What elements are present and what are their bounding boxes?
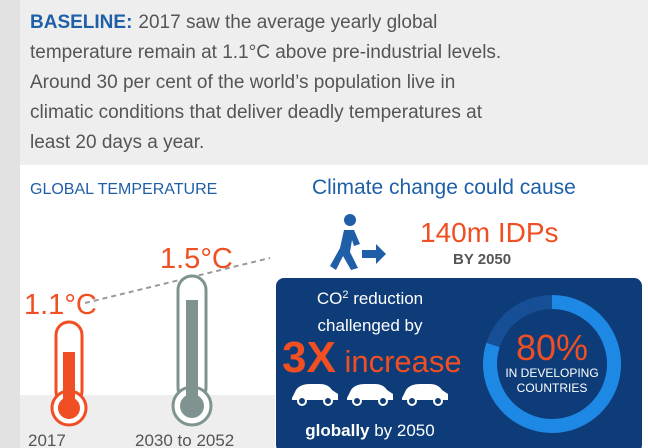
car-icons	[292, 384, 448, 406]
factor-line: 3X increase	[282, 333, 462, 382]
factor-word: increase	[336, 344, 462, 379]
scope-line: globally by 2050	[305, 421, 434, 440]
future-label: 2030 to 2052	[135, 431, 234, 448]
future-value: 1.5°C	[160, 243, 233, 275]
baseline-text: 2017 saw the average yearly global	[138, 12, 437, 33]
trend-line	[84, 257, 271, 304]
co2-sup: 2	[342, 289, 348, 301]
baseline-lead: BASELINE:	[30, 12, 132, 33]
baseline-panel	[0, 0, 648, 165]
co2-panel	[276, 278, 642, 448]
displacement-when: BY 2050	[453, 251, 511, 268]
side-strip	[0, 0, 20, 448]
baseline-text: least 20 days a year.	[30, 132, 204, 153]
walking-icon	[330, 214, 386, 270]
baseline-text: temperature remain at 1.1°C above pre-in…	[30, 42, 501, 63]
displacement-value: 140m IDPs	[420, 217, 559, 248]
factor: 3X	[282, 333, 336, 382]
now-value: 1.1°C	[24, 289, 97, 321]
thermometer-future	[171, 274, 213, 427]
baseline-line: BASELINE: 2017 saw the average yearly glo…	[30, 12, 437, 33]
displacement-title: Climate change could cause	[312, 176, 576, 199]
share: 80%	[516, 327, 588, 368]
baseline-text: climatic conditions that deliver deadly …	[30, 102, 483, 123]
thermometer-now	[50, 320, 88, 427]
scope-bold: globally	[305, 421, 370, 440]
co2-line2: challenged by	[318, 316, 423, 335]
co2-line: CO2 reduction	[317, 289, 423, 308]
ring-arc	[483, 295, 622, 433]
temperature-title: GLOBAL TEMPERATURE	[30, 181, 217, 198]
scope-rest: by 2050	[370, 421, 435, 440]
co2-rest: reduction	[348, 289, 423, 308]
share-line2: COUNTRIES	[517, 381, 588, 395]
baseline-text: Around 30 per cent of the world’s popula…	[30, 72, 455, 93]
co2-prefix: CO	[317, 289, 343, 308]
now-label: 2017	[28, 431, 66, 448]
share-line1: IN DEVELOPING	[505, 366, 598, 380]
